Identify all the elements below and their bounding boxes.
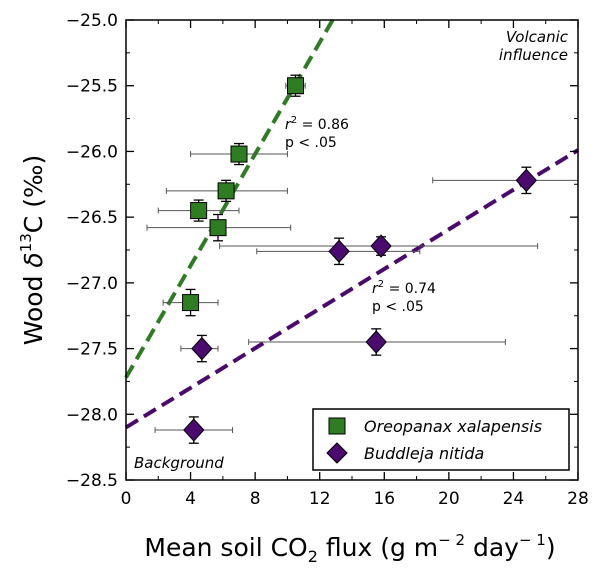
purple-fit-p: p < .05 xyxy=(372,299,424,315)
y-tick-label: −26.5 xyxy=(66,208,118,228)
x-tick-label: 28 xyxy=(567,489,589,509)
green-fit-p: p < .05 xyxy=(285,135,337,151)
x-tick-label: 8 xyxy=(250,489,261,509)
y-tick-label: −26.0 xyxy=(66,142,118,162)
error-bar xyxy=(432,166,579,195)
legend-label-buddleja: Buddleja nitida xyxy=(364,444,484,463)
data-point-buddleja xyxy=(191,336,213,361)
fit-line-buddleja xyxy=(124,148,580,430)
legend-square-marker xyxy=(328,417,346,435)
data-point-oreopanax xyxy=(287,77,304,95)
y-tick-label: −25.0 xyxy=(66,11,118,31)
x-tick-label: 16 xyxy=(373,489,395,509)
y-tick-label: −27.0 xyxy=(66,274,118,294)
x-tick-label: 4 xyxy=(185,489,196,509)
x-tick-label: 20 xyxy=(438,489,460,509)
data-point-buddleja xyxy=(183,418,205,442)
legend-diamond-marker xyxy=(326,442,348,464)
y-tick-label: −28.0 xyxy=(66,405,118,425)
data-point-buddleja xyxy=(328,239,350,264)
fit-lines xyxy=(124,18,580,430)
data-point-buddleja xyxy=(365,330,387,354)
data-point-oreopanax xyxy=(230,145,248,163)
background-note: Background xyxy=(134,454,224,472)
legend: Oreopanax xalapensis Buddleja nitida xyxy=(312,408,570,471)
error-bars xyxy=(146,74,579,444)
x-tick-label: 12 xyxy=(309,489,331,509)
data-point-oreopanax xyxy=(209,219,227,237)
x-tick-label: 24 xyxy=(503,489,525,509)
purple-fit-r2: r2 = 0.74 xyxy=(372,279,436,297)
y-axis-title: Wood δ13C (‰) xyxy=(17,155,48,346)
y-tick-label: −27.5 xyxy=(66,340,118,360)
green-fit-r2: r2 = 0.86 xyxy=(285,115,349,133)
data-point-buddleja xyxy=(515,168,538,193)
y-tick-label: −28.5 xyxy=(66,471,118,491)
y-tick-label: −25.5 xyxy=(66,77,118,97)
x-tick-label: 0 xyxy=(121,489,132,509)
legend-label-oreopanax: Oreopanax xalapensis xyxy=(364,417,542,436)
volcanic-note-line1: Volcanic xyxy=(506,28,569,46)
legend-box xyxy=(312,408,570,471)
data-point-oreopanax xyxy=(182,294,200,312)
data-point-oreopanax xyxy=(217,182,235,200)
data-point-oreopanax xyxy=(190,202,208,220)
axes: 0 4 8 12 16 20 24 28 −28.5 −28.0 −27.5 −27.0 −26.5 −2… xyxy=(66,11,589,509)
x-axis-title: Mean soil CO2 flux (g m− 2 day− 1) xyxy=(144,531,555,566)
volcanic-note-line2: influence xyxy=(499,46,568,64)
data-point-buddleja xyxy=(370,234,392,258)
data-markers xyxy=(182,77,538,442)
